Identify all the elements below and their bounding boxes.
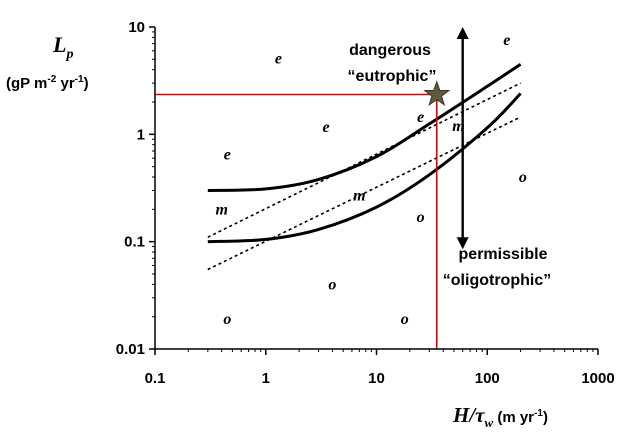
point-m: m <box>353 187 365 204</box>
point-m: m <box>452 118 464 135</box>
point-e: e <box>224 146 231 163</box>
x-tick-label: 10 <box>368 370 385 387</box>
solid-curve-0 <box>207 62 522 192</box>
solid-curve-1 <box>207 92 522 244</box>
arrow-up-head <box>456 27 469 39</box>
dotted-curve-3 <box>207 116 521 271</box>
y-axis-label: Lp <box>52 32 73 62</box>
annotation-oligotrophic: “oligotrophic” <box>443 272 551 289</box>
y-tick-label: 0.01 <box>116 341 145 358</box>
x-tick-label: 100 <box>475 370 500 387</box>
point-o: o <box>417 209 425 226</box>
x-tick-label: 0.1 <box>145 370 166 387</box>
x-tick-label: 1000 <box>581 370 614 387</box>
y-tick-label: 0.1 <box>124 234 145 251</box>
annotation-eutrophic: “eutrophic” <box>348 68 437 85</box>
point-e: e <box>322 119 329 136</box>
point-e: e <box>503 32 510 49</box>
star-marker <box>423 80 451 106</box>
point-m: m <box>215 201 227 218</box>
point-o: o <box>401 311 409 328</box>
x-axis-label: H/τw (m yr-1) <box>452 403 548 430</box>
arrow-down-head <box>456 237 469 250</box>
annotation-dangerous: dangerous <box>349 42 431 59</box>
point-o: o <box>328 276 336 293</box>
dotted-curve-2 <box>207 82 521 238</box>
point-e: e <box>417 109 424 126</box>
point-e: e <box>275 50 282 67</box>
annotation-permissible: permissible <box>459 246 548 263</box>
point-o: o <box>519 169 527 186</box>
x-tick-label: 1 <box>262 370 270 387</box>
y-axis-unit: (gP m-2 yr-1) <box>6 74 89 92</box>
y-tick-label: 1 <box>137 126 145 143</box>
point-o: o <box>223 311 231 328</box>
y-tick-label: 10 <box>128 19 145 36</box>
